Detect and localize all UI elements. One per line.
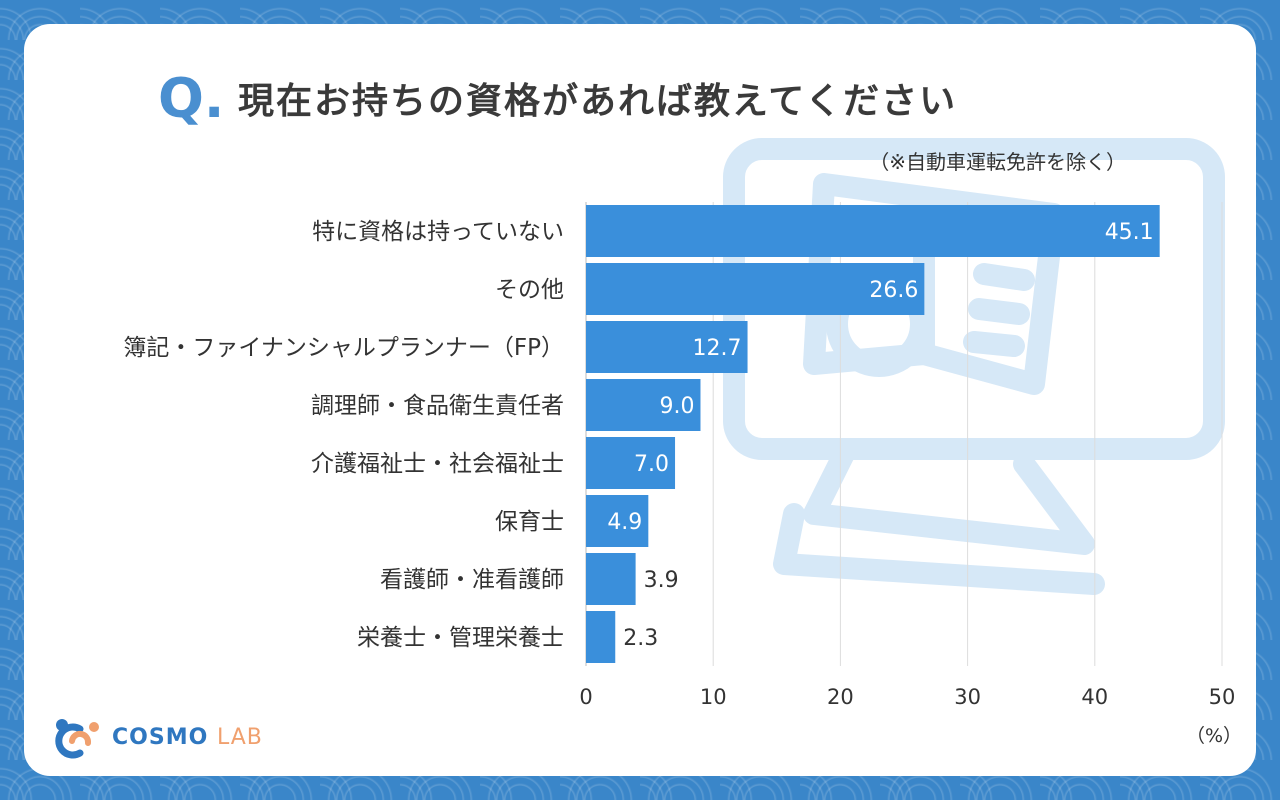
bar — [586, 205, 1160, 257]
category-label: 介護福祉士・社会福祉士 — [311, 451, 564, 477]
bar-value-label: 45.1 — [1105, 220, 1154, 245]
bar-value-label: 12.7 — [693, 336, 742, 361]
category-label: 特に資格は持っていない — [312, 219, 564, 245]
brand-name: COSMO LAB — [112, 725, 263, 750]
brand-cosmo: COSMO — [112, 724, 209, 750]
bar-value-label: 9.0 — [659, 394, 694, 419]
x-unit-label: （%） — [1186, 725, 1242, 747]
category-label: 保育士 — [495, 509, 564, 535]
page-subtitle: （※自動車運転免許を除く） — [869, 150, 1126, 174]
bar — [586, 495, 649, 547]
bar-value-label: 3.9 — [644, 568, 679, 593]
x-tick-label: 20 — [827, 685, 854, 709]
bar-chart: 0 10 20 30 40 50 （%） 特に資格は持っていない 45.1 その他 26.6 簿記・フ… — [123, 202, 1242, 747]
cosmo-lab-logo-icon — [55, 719, 99, 759]
chart-card: Q. 現在お持ちの資格があれば教えてください （※自動車運転免許を除く） 0 10… — [24, 24, 1256, 776]
brand-lab: LAB — [216, 724, 263, 750]
bar — [586, 379, 701, 431]
bar — [586, 437, 676, 489]
category-label: その他 — [495, 277, 564, 303]
bar-value-label: 7.0 — [634, 452, 669, 477]
x-tick-label: 30 — [954, 685, 981, 709]
category-label: 看護師・准看護師 — [380, 567, 564, 593]
category-label: 調理師・食品衛生責任者 — [311, 393, 564, 419]
x-tick-label: 10 — [700, 685, 727, 709]
x-tick-label: 50 — [1209, 685, 1236, 709]
category-label: 簿記・ファイナンシャルプランナー（FP） — [123, 335, 564, 361]
brand-logo: COSMO LAB — [50, 712, 263, 762]
bar-value-label: 4.9 — [607, 510, 642, 535]
bar — [586, 263, 925, 315]
bar-value-label: 2.3 — [623, 626, 658, 651]
question-mark-label: Q. — [158, 67, 225, 130]
page-title: 現在お持ちの資格があれば教えてください — [238, 81, 958, 122]
category-label: 栄養士・管理栄養士 — [357, 625, 564, 651]
bar — [586, 553, 636, 605]
bar-value-label: 26.6 — [869, 278, 918, 303]
bar — [586, 611, 616, 663]
bar — [586, 321, 748, 373]
x-tick-label: 0 — [579, 685, 592, 709]
x-tick-label: 40 — [1081, 685, 1108, 709]
